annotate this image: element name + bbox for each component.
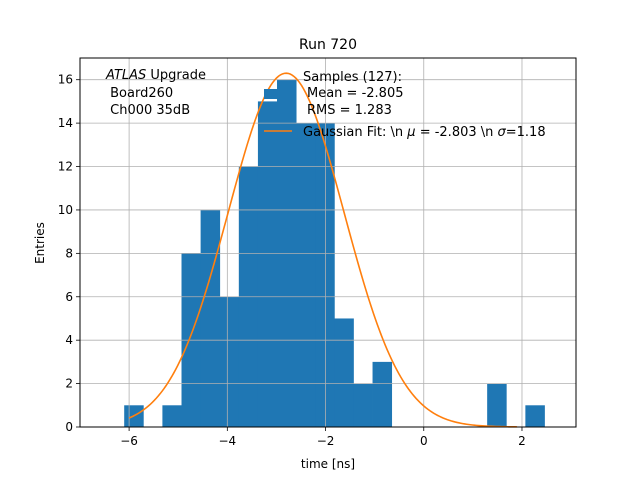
y-tick-label: 8	[65, 246, 73, 260]
legend-samples-mean: Mean = -2.805	[307, 86, 403, 101]
histogram-bar	[315, 123, 335, 428]
y-tick-label: 2	[65, 377, 73, 391]
x-axis-ticks: −6 −4 −2 0 2	[120, 427, 526, 448]
gaussian-fit-line	[128, 72, 518, 428]
y-tick-label: 12	[58, 160, 73, 174]
annotation-board: Board260	[106, 86, 173, 101]
histogram-bar	[372, 361, 393, 427]
histogram-bar	[219, 296, 240, 427]
atlas-label: ATLAS	[105, 68, 146, 83]
x-tick-label: −4	[218, 434, 236, 448]
histogram-bar	[353, 383, 373, 427]
x-axis-label: time [ns]	[301, 457, 355, 471]
y-tick-label: 10	[58, 203, 73, 217]
x-tick-label: 0	[420, 434, 428, 448]
y-axis-label: Entries	[33, 222, 47, 264]
y-tick-label: 4	[65, 333, 73, 347]
legend-samples-line1: Samples (127):	[303, 70, 402, 85]
histogram-bar	[257, 101, 278, 427]
legend-fit-sigma-symbol: σ	[498, 125, 507, 140]
y-axis-ticks: 0 2 4 6 8 10 12 14 16	[58, 73, 80, 434]
y-tick-label: 14	[58, 116, 73, 130]
upgrade-label: Upgrade	[146, 68, 206, 83]
histogram-bar	[525, 405, 545, 427]
histogram-bar	[487, 383, 507, 427]
chart-title: Run 720	[299, 37, 357, 53]
legend-fit-mu-symbol: μ	[406, 125, 415, 140]
legend-fit-label: Gaussian Fit: \n μ = -2.803 \n σ=1.18	[303, 125, 546, 140]
legend-samples-rms: RMS = 1.283	[307, 103, 392, 118]
plot-frame	[79, 57, 577, 428]
y-tick-label: 6	[65, 290, 73, 304]
legend-fit-sigma-value: =1.18	[506, 125, 546, 140]
atlas-annotation: ATLAS Upgrade Board260 Ch000 35dB	[105, 68, 206, 118]
legend-swatch-samples	[264, 89, 292, 99]
y-tick-label: 16	[58, 73, 73, 87]
histogram-bar	[200, 209, 221, 427]
x-tick-label: −2	[317, 434, 335, 448]
x-tick-label: −6	[120, 434, 138, 448]
legend: Samples (127): Mean = -2.805 RMS = 1.283…	[264, 70, 546, 140]
y-tick-label: 0	[65, 420, 73, 434]
histogram-bar	[296, 123, 316, 428]
x-tick-label: 2	[518, 434, 526, 448]
histogram-bar	[162, 405, 182, 427]
legend-fit-prefix: Gaussian Fit: \n	[303, 125, 407, 140]
legend-fit-mu-value: = -2.803 \n	[416, 125, 498, 140]
histogram-bar	[334, 318, 354, 427]
annotation-channel: Ch000 35dB	[106, 103, 190, 118]
annotation-line1: ATLAS Upgrade	[105, 68, 206, 83]
